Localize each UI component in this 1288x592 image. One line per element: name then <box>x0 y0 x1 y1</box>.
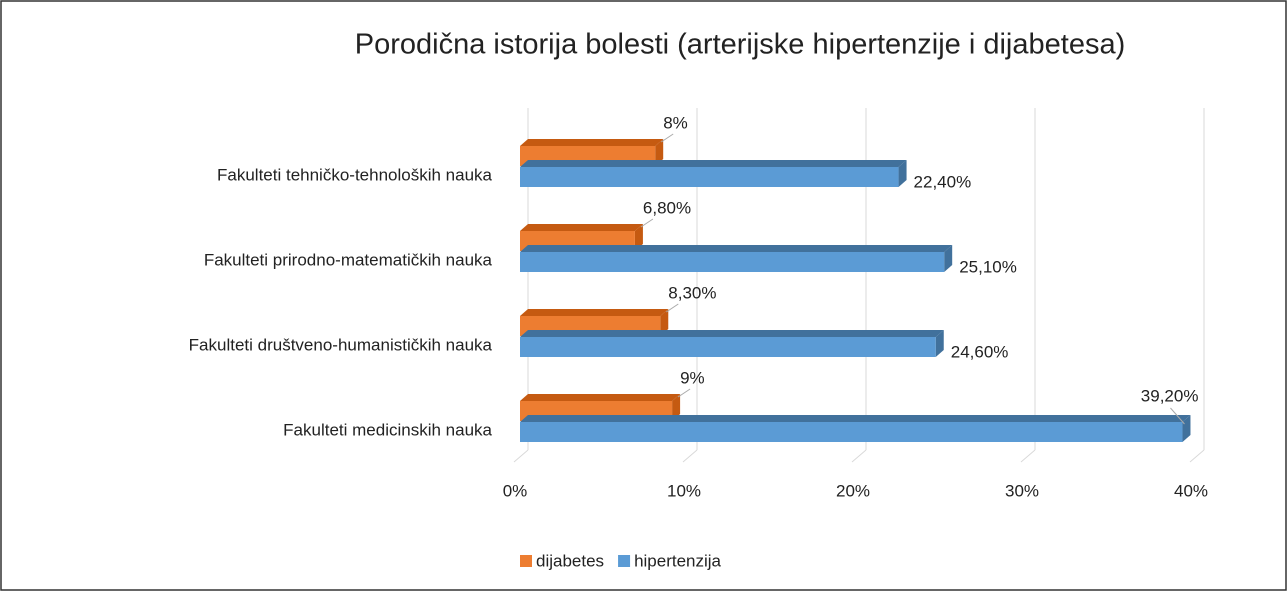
legend-swatch <box>520 555 532 567</box>
bar <box>520 330 944 357</box>
floor-grid-line <box>513 449 529 463</box>
legend-label: hipertenzija <box>634 551 721 570</box>
data-label: 8,30% <box>668 283 716 302</box>
floor-grid-line <box>1189 449 1205 463</box>
leader-line <box>640 218 654 228</box>
data-label: 22,40% <box>914 172 972 191</box>
legend-swatch <box>618 555 631 567</box>
floor-grid-line <box>851 449 867 463</box>
y-tick-label: Fakulteti tehničko-tehnoloških nauka <box>217 165 493 184</box>
floor-grid-line <box>1020 449 1036 463</box>
legend-label: dijabetes <box>536 551 604 570</box>
x-tick-label: 0% <box>503 481 528 500</box>
x-tick-label: 30% <box>1005 481 1039 500</box>
floor-grid-line <box>682 449 698 463</box>
data-label: 9% <box>680 368 705 387</box>
x-tick-label: 20% <box>836 481 870 500</box>
x-tick-label: 40% <box>1174 481 1208 500</box>
bar <box>520 415 1191 442</box>
leader-line <box>677 388 691 398</box>
leader-line <box>1170 407 1185 425</box>
y-tick-label: Fakulteti prirodno-matematičkih nauka <box>204 250 493 269</box>
bar <box>520 245 953 272</box>
y-tick-label: Fakulteti medicinskih nauka <box>283 420 492 439</box>
bar <box>520 160 907 187</box>
chart-title: Porodična istorija bolesti (arterijske h… <box>355 29 1125 61</box>
y-tick-label: Fakulteti društveno-humanističkih nauka <box>189 335 493 354</box>
data-label: 25,10% <box>959 257 1017 276</box>
data-label: 8% <box>663 113 688 132</box>
leader-line <box>660 133 674 143</box>
x-tick-label: 10% <box>667 481 701 500</box>
data-label: 6,80% <box>643 198 691 217</box>
data-label: 39,20% <box>1141 386 1199 405</box>
leader-line <box>665 303 679 313</box>
data-label: 24,60% <box>951 342 1009 361</box>
